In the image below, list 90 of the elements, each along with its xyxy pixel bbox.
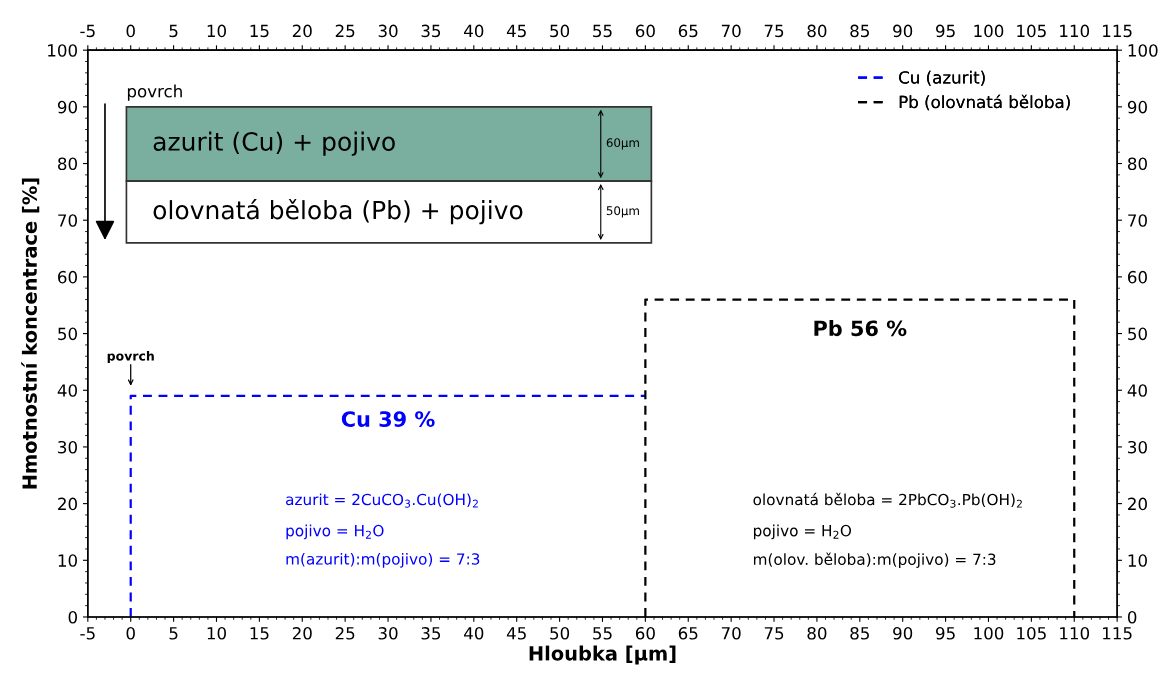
y2-tick-label: 0	[1127, 610, 1137, 624]
x2-tick-label: 15	[250, 24, 269, 38]
x2-tick-label: 70	[721, 24, 741, 38]
x2-tick-label: 85	[850, 24, 869, 38]
x2-tick-label: 10	[207, 24, 226, 38]
x2-tick-label: 95	[936, 24, 955, 38]
y-tick-label: 40	[57, 384, 77, 397]
annotation: azurit (Cu) + pojivo	[153, 131, 395, 156]
y2-tick-label: 80	[1127, 157, 1147, 171]
y-tick-label: 90	[57, 100, 77, 114]
x2-tick-label: 50	[550, 24, 570, 38]
y2-tick-label: 50	[1128, 327, 1147, 341]
x-axis-title: Hloubka [µm]	[529, 645, 676, 665]
x2-tick-label: 45	[506, 24, 526, 38]
x-tick-label: 10	[207, 627, 226, 640]
y-tick-label: 60	[58, 270, 77, 284]
annotation: povrch	[107, 350, 154, 364]
y2-tick-label: 90	[1127, 100, 1147, 114]
x-tick-label: 90	[893, 627, 913, 640]
x-tick-label: 95	[936, 627, 955, 640]
y2-tick-label: 20	[1128, 497, 1147, 511]
annotation: olovnatá běloba = 2PbCO$_{3}$.Pb(OH)$_{2}$	[753, 492, 1022, 508]
annotation: Pb 56 %	[814, 320, 907, 337]
y-tick-label: 70	[58, 214, 77, 227]
annotation: olovnatá běloba (Pb) + pojivo	[153, 199, 523, 225]
x2-tick-label: 5	[169, 24, 178, 38]
x-tick-label: 55	[593, 627, 612, 640]
x-tick-label: 70	[721, 627, 741, 640]
y-tick-label: 50	[58, 327, 77, 341]
annotation: m(olov. běloba):m(pojivo) = 7:3	[753, 552, 996, 568]
x-tick-label: 5	[169, 627, 178, 640]
x-tick-label: 100	[974, 627, 1004, 640]
annotation: pojivo = H$_{2}$O	[753, 524, 852, 540]
x2-tick-label: 20	[292, 24, 312, 38]
x-tick-label: 110	[1060, 627, 1090, 640]
x-tick-label: 35	[421, 627, 441, 640]
annotation: m(azurit):m(pojivo) = 7:3	[286, 552, 480, 568]
y-tick-label: 100	[48, 44, 77, 57]
y2-tick-label: 10	[1128, 554, 1147, 567]
x-tick-label: -5	[80, 627, 95, 640]
x2-tick-label: 105	[1017, 24, 1046, 38]
y-tick-label: 10	[58, 554, 77, 567]
x2-tick-label: 40	[464, 24, 484, 38]
annotation: Cu 39 %	[341, 411, 435, 427]
x2-tick-label: 75	[764, 24, 784, 38]
legend-label: Pb (olovnatá běloba)	[899, 94, 1070, 111]
annotation: povrch	[127, 84, 182, 101]
x2-tick-label: 90	[893, 24, 913, 38]
y-tick-label: 80	[58, 157, 77, 171]
x2-tick-label: 60	[635, 24, 655, 38]
x-tick-label: 65	[678, 627, 698, 640]
x-tick-label: 45	[506, 627, 526, 640]
x2-tick-label: 30	[378, 24, 398, 38]
x-tick-label: 25	[335, 627, 355, 640]
x2-tick-label: 110	[1060, 24, 1090, 38]
annotation: pojivo = H$_{2}$O	[286, 524, 384, 540]
y-axis-title: Hmotnostní koncentrace [%]	[21, 178, 40, 489]
x-tick-label: 60	[635, 627, 655, 640]
y2-tick-label: 40	[1127, 384, 1147, 397]
y2-tick-label: 100	[1128, 44, 1158, 57]
y2-tick-label: 30	[1128, 440, 1147, 454]
y-tick-label: 0	[68, 610, 77, 624]
x2-tick-label: 0	[126, 24, 135, 38]
y2-tick-label: 60	[1128, 270, 1147, 284]
x2-tick-label: -5	[80, 24, 95, 38]
x2-tick-label: 55	[593, 24, 612, 38]
x-tick-label: 0	[126, 627, 135, 640]
x-tick-label: 75	[764, 627, 784, 640]
x-tick-label: 30	[378, 627, 398, 640]
y-tick-label: 30	[58, 440, 77, 454]
x2-tick-label: 35	[421, 24, 441, 38]
y-tick-label: 20	[58, 497, 77, 511]
x2-tick-label: 80	[807, 24, 827, 38]
x-tick-label: 15	[250, 627, 269, 640]
x-tick-label: 115	[1103, 627, 1132, 640]
x2-tick-label: 25	[335, 24, 355, 38]
x-tick-label: 20	[292, 627, 312, 640]
x2-tick-label: 65	[678, 24, 698, 38]
x2-tick-label: 115	[1103, 24, 1132, 38]
y2-tick-label: 70	[1128, 214, 1147, 227]
legend-label: Cu (azurit)	[899, 70, 985, 86]
x-tick-label: 85	[850, 627, 869, 640]
annotation: 50µm	[606, 206, 639, 218]
x-tick-label: 80	[807, 627, 827, 640]
x2-tick-label: 100	[974, 24, 1004, 38]
x-tick-label: 50	[550, 627, 570, 640]
annotation: 60µm	[606, 138, 639, 150]
annotation: azurit = 2CuCO$_{3}$.Cu(OH)$_{2}$	[286, 493, 478, 508]
x-tick-label: 105	[1017, 627, 1046, 640]
x-tick-label: 40	[464, 627, 484, 640]
